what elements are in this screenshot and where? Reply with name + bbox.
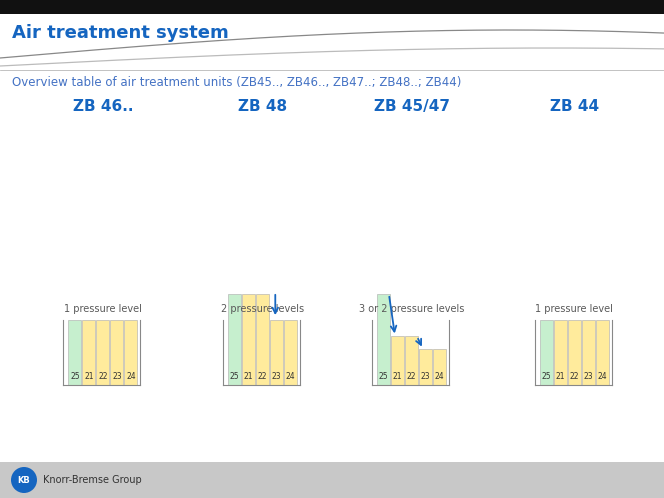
Text: 25: 25: [70, 372, 80, 381]
Text: 23: 23: [421, 372, 430, 381]
Text: Air treatment system: Air treatment system: [12, 24, 229, 42]
Text: 25: 25: [542, 372, 551, 381]
Bar: [270, 320, 283, 385]
Bar: [568, 320, 581, 385]
Bar: [405, 336, 418, 385]
Text: 22: 22: [98, 372, 108, 381]
Text: 22: 22: [570, 372, 579, 381]
Text: 21: 21: [244, 372, 253, 381]
Bar: [284, 320, 297, 385]
Text: 3 or 2 pressure levels: 3 or 2 pressure levels: [359, 304, 464, 314]
Text: 24: 24: [598, 372, 607, 381]
Bar: [256, 294, 269, 385]
Text: 22: 22: [407, 372, 416, 381]
Text: ZB 48: ZB 48: [238, 99, 287, 114]
Bar: [0, 462, 664, 498]
Text: 24: 24: [126, 372, 135, 381]
Bar: [242, 294, 255, 385]
Bar: [68, 320, 82, 385]
Bar: [419, 349, 432, 385]
Text: 23: 23: [272, 372, 281, 381]
Bar: [433, 349, 446, 385]
Bar: [596, 320, 609, 385]
Bar: [0, 0, 664, 14]
Bar: [391, 336, 404, 385]
Text: ZB 45/47: ZB 45/47: [374, 99, 450, 114]
Text: Overview table of air treatment units (ZB45.., ZB46.., ZB47..; ZB48..; ZB44): Overview table of air treatment units (Z…: [12, 76, 461, 89]
Bar: [582, 320, 595, 385]
Bar: [540, 320, 553, 385]
Text: 1 pressure level: 1 pressure level: [64, 304, 142, 314]
Text: 21: 21: [556, 372, 565, 381]
Text: Knorr-Bremse Group: Knorr-Bremse Group: [43, 475, 141, 485]
Bar: [124, 320, 137, 385]
Circle shape: [11, 467, 37, 493]
Bar: [96, 320, 110, 385]
Text: 23: 23: [112, 372, 122, 381]
Text: 23: 23: [584, 372, 593, 381]
Text: KB: KB: [18, 476, 31, 485]
Text: 21: 21: [84, 372, 94, 381]
Bar: [554, 320, 567, 385]
Bar: [110, 320, 124, 385]
Text: 25: 25: [230, 372, 239, 381]
Text: ZB 46..: ZB 46..: [72, 99, 133, 114]
Text: 22: 22: [258, 372, 267, 381]
Text: 2 pressure levels: 2 pressure levels: [220, 304, 304, 314]
Bar: [82, 320, 96, 385]
Text: 1 pressure level: 1 pressure level: [535, 304, 614, 314]
Text: 25: 25: [379, 372, 388, 381]
Text: ZB 44: ZB 44: [550, 99, 599, 114]
Bar: [377, 294, 390, 385]
Text: 21: 21: [393, 372, 402, 381]
Bar: [228, 294, 241, 385]
Text: 24: 24: [435, 372, 444, 381]
Text: 24: 24: [286, 372, 295, 381]
Bar: [0, 14, 664, 462]
